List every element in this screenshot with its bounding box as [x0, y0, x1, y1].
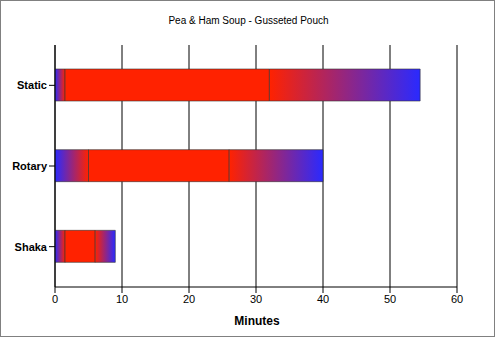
svg-text:Static: Static: [17, 79, 47, 91]
svg-text:50: 50: [384, 293, 396, 305]
svg-text:40: 40: [317, 293, 329, 305]
svg-text:0: 0: [52, 293, 58, 305]
svg-text:10: 10: [116, 293, 128, 305]
svg-text:Shaka: Shaka: [15, 241, 48, 253]
svg-text:60: 60: [451, 293, 463, 305]
html-text:Minutes: Minutes: [234, 314, 280, 328]
svg-text:20: 20: [183, 293, 195, 305]
svg-text:Rotary: Rotary: [12, 160, 48, 172]
html-text:Pea & Ham Soup - Gusseted Pouc: Pea & Ham Soup - Gusseted Pouch: [168, 15, 329, 26]
svg-text:30: 30: [250, 293, 262, 305]
